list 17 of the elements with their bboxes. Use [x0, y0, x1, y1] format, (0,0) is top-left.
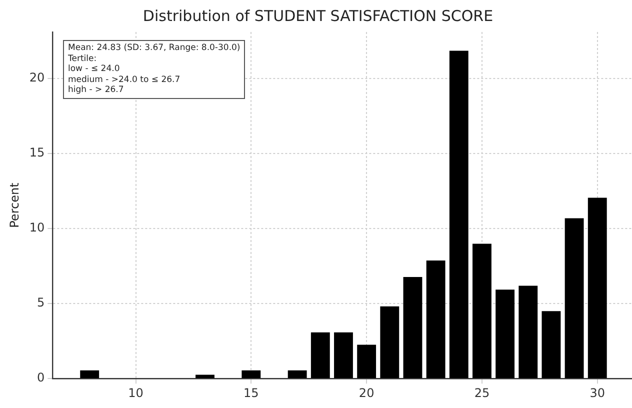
annotation: Tertile:	[68, 54, 98, 64]
x-tick-label: 30	[590, 386, 606, 400]
y-tick-label: 5	[37, 296, 45, 310]
y-tick-label: 0	[37, 370, 45, 385]
y-tick-label: 10	[29, 220, 45, 235]
annotation: Mean: 24.83 (SD: 3.67, Range: 8.0-30.0)	[68, 43, 240, 54]
annotation: low - ≤ 24.0	[68, 64, 121, 74]
annotation: high - > 26.7	[68, 85, 125, 96]
x-tick-label: 20	[358, 386, 374, 400]
y-axis-title: Percent	[7, 182, 22, 228]
x-tick-label: 10	[128, 386, 144, 400]
y-tick-label: 20	[29, 70, 45, 85]
y-tick-label: 15	[29, 146, 45, 160]
chart-title: Distribution of STUDENT SATISFACTION SCORE	[142, 6, 494, 25]
annotation: medium - >24.0 to ≤ 26.7	[68, 74, 182, 85]
x-tick-label: 15	[244, 386, 259, 400]
x-tick-label: 25	[474, 386, 490, 400]
